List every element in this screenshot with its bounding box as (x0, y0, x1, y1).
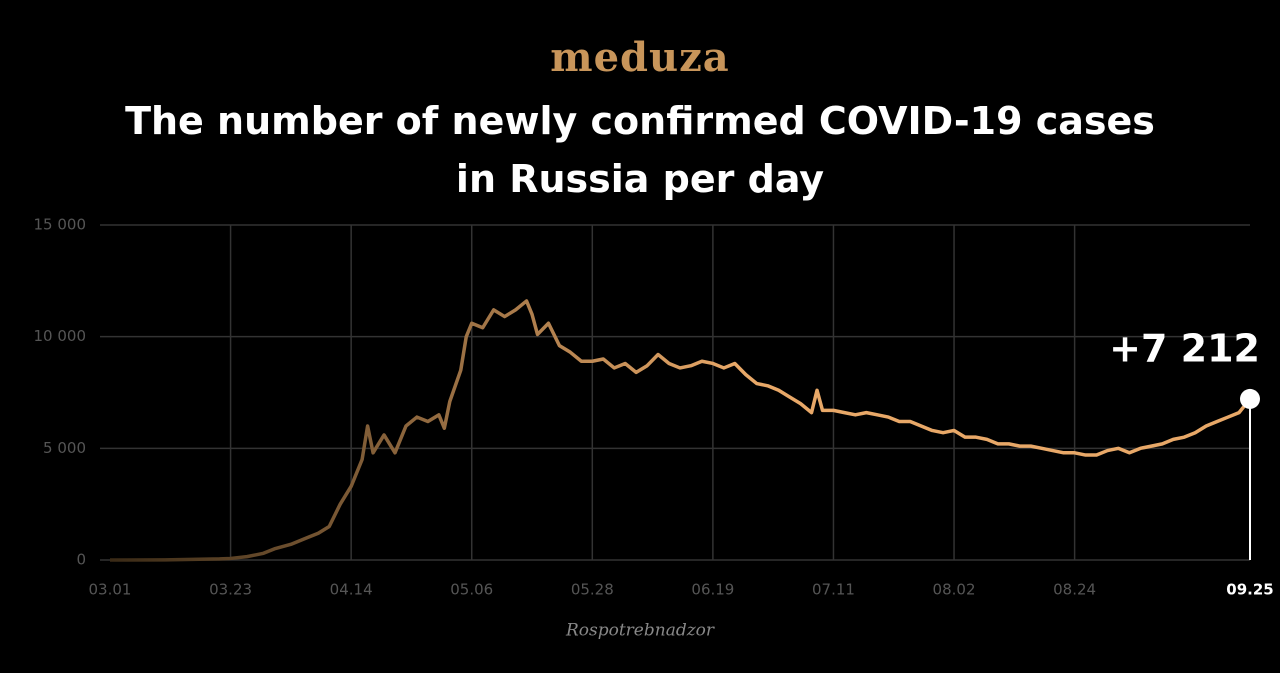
y-tick-label: 0 (76, 551, 86, 569)
x-tick-label: 07.11 (812, 581, 855, 599)
x-tick-label: 08.02 (933, 581, 976, 599)
x-tick-label: 06.19 (691, 581, 734, 599)
x-tick-label: 03.23 (209, 581, 252, 599)
x-tick-label: 03.01 (89, 581, 132, 599)
x-tick-label: 05.28 (571, 581, 614, 599)
x-tick-label: 09.25 (1226, 581, 1273, 599)
x-tick-label: 04.14 (330, 581, 373, 599)
chart-title: The number of newly confirmed COVID-19 c… (125, 99, 1155, 201)
x-tick-label: 05.06 (450, 581, 493, 599)
value-label: +7 212 (1109, 326, 1260, 370)
x-tick-label: 08.24 (1053, 581, 1096, 599)
line (109, 299, 1252, 562)
y-tick-label: 5 000 (43, 439, 86, 457)
y-tick-label: 15 000 (34, 216, 87, 234)
source: Rospotrebnadzor (565, 621, 715, 641)
end-marker (1240, 388, 1260, 409)
y-tick-label: 10 000 (34, 327, 87, 345)
logo: meduza (550, 34, 730, 81)
